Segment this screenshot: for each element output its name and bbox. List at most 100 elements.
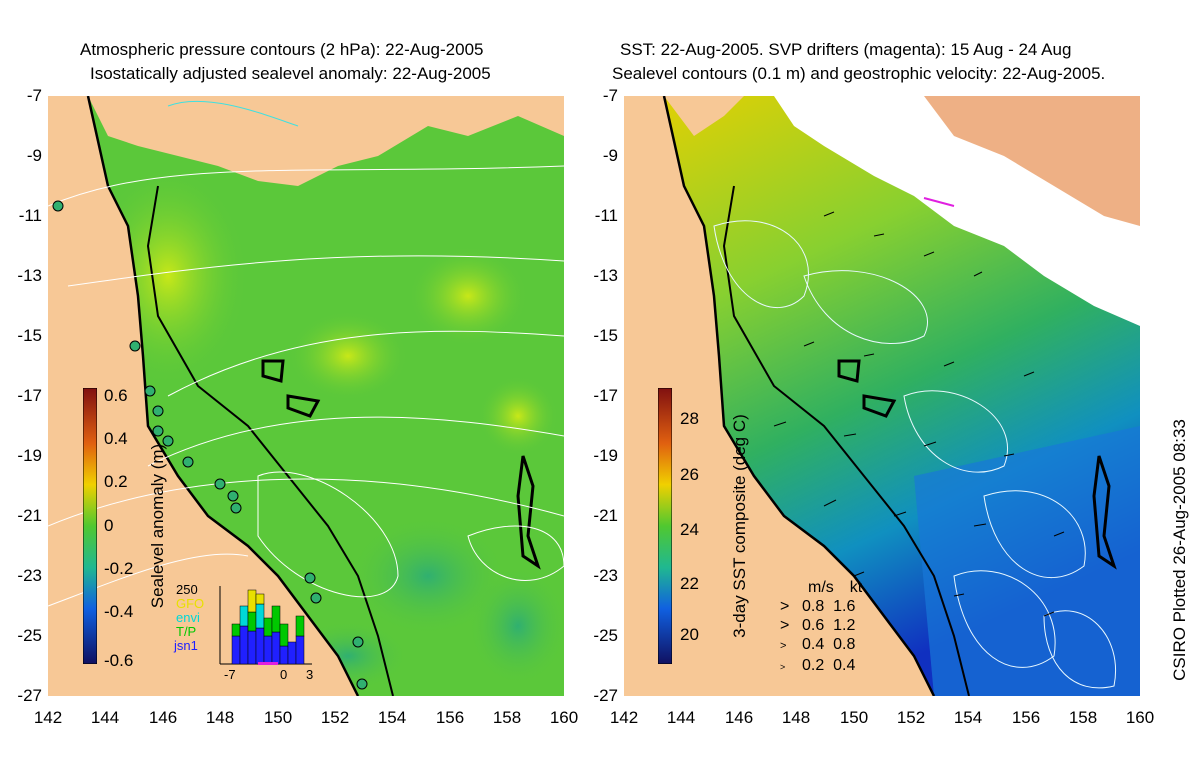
- left-colorbar: [83, 388, 97, 664]
- left-title-line2: Isostatically adjusted sealevel anomaly:…: [90, 64, 491, 83]
- right-y-tick: -9: [602, 146, 618, 165]
- right-colorbar-tick: 22: [680, 574, 699, 593]
- left-x-tick: 152: [320, 708, 350, 727]
- velocity-legend: m/s kt >0.8 1.6 >0.6 1.2 >0.4 0.8 >0.2 0.…: [780, 578, 862, 677]
- arrow-icon: >: [780, 662, 786, 672]
- left-x-tick: 148: [205, 708, 235, 727]
- left-x-tick: 144: [90, 708, 120, 727]
- histogram-bars: [231, 589, 305, 665]
- right-x-tick: 148: [781, 708, 811, 727]
- left-colorbar-tick: 0.2: [104, 472, 128, 491]
- left-colorbar-tick: 0.4: [104, 429, 128, 448]
- tide-gauge-stations: [52, 200, 368, 690]
- right-x-tick: 160: [1125, 708, 1155, 727]
- left-y-tick: -25: [17, 626, 42, 645]
- credit-label: CSIRO Plotted 26-Aug-2005 08:33: [1170, 419, 1189, 681]
- right-y-tick: -21: [593, 506, 618, 525]
- left-y-tick: -17: [17, 386, 42, 405]
- right-colorbar: [658, 388, 672, 664]
- right-y-tick: -19: [593, 446, 618, 465]
- inset-histogram: [219, 586, 312, 665]
- geostrophic-velocity-arrows: [773, 211, 1065, 617]
- right-x-tick: 156: [1011, 708, 1041, 727]
- right-reef: [837, 359, 897, 418]
- left-reef: [261, 359, 321, 418]
- right-colorbar-label: 3-day SST composite (deg C): [730, 414, 749, 638]
- left-y-tick: -19: [17, 446, 42, 465]
- arrow-icon: >: [780, 640, 787, 652]
- right-land-png: [664, 96, 744, 136]
- left-y-tick: -13: [17, 266, 42, 285]
- right-y-tick: -11: [594, 206, 618, 225]
- right-title-line1: SST: 22-Aug-2005. SVP drifters (magenta)…: [620, 40, 1072, 59]
- arrow-icon: >: [780, 598, 790, 615]
- right-x-tick: 146: [724, 708, 754, 727]
- right-cool-water: [914, 426, 1140, 696]
- right-title-line2: Sealevel contours (0.1 m) and geostrophi…: [612, 64, 1106, 83]
- inset-count-label: 250: [176, 582, 198, 597]
- inset-legend-jsn1: jsn1: [174, 638, 198, 653]
- right-shelf-edge: [722, 185, 970, 696]
- left-colorbar-tick: 0.6: [104, 386, 128, 405]
- left-map: [48, 96, 564, 696]
- left-colorbar-tick: -0.6: [104, 651, 134, 670]
- right-land-queensland: [624, 96, 934, 696]
- left-x-tick: 158: [492, 708, 522, 727]
- left-y-tick: -7: [26, 86, 42, 105]
- right-colorbar-tick: 20: [680, 625, 699, 644]
- left-colorbar-tick: -0.4: [104, 602, 134, 621]
- right-reef-2: [1092, 455, 1117, 570]
- svp-drifter-track: [923, 197, 955, 207]
- inset-legend-gfo: GFO: [176, 596, 205, 611]
- right-sealevel-contours: [713, 220, 1116, 689]
- right-x-tick: 154: [953, 708, 983, 727]
- right-x-tick: 142: [609, 708, 639, 727]
- inset-x-tick: 0: [280, 667, 288, 682]
- right-y-tick: -7: [602, 86, 618, 105]
- arrow-icon: >: [780, 617, 790, 634]
- left-y-tick: -27: [17, 686, 42, 705]
- left-x-tick: 142: [33, 708, 63, 727]
- right-colorbar-tick: 28: [680, 409, 699, 428]
- velocity-legend-header-ms: m/s: [808, 579, 834, 596]
- left-x-tick: 160: [549, 708, 579, 727]
- left-x-tick: 150: [263, 708, 293, 727]
- left-y-tick: -15: [17, 326, 42, 345]
- right-x-tick: 150: [839, 708, 869, 727]
- inset-legend-tp: T/P: [176, 624, 197, 639]
- velocity-legend-row: >0.6 1.2: [780, 617, 856, 634]
- left-y-tick: -9: [26, 146, 42, 165]
- right-y-tick: -13: [593, 266, 618, 285]
- left-land-png: [88, 96, 564, 186]
- left-x-tick: 146: [148, 708, 178, 727]
- right-map: [624, 96, 1140, 696]
- right-x-tick: 144: [666, 708, 696, 727]
- left-land-queensland: [48, 96, 358, 696]
- velocity-legend-header-kt: kt: [849, 579, 863, 596]
- left-y-tick: -23: [17, 566, 42, 585]
- left-title-line1: Atmospheric pressure contours (2 hPa): 2…: [80, 40, 484, 59]
- right-colorbar-tick: 24: [680, 520, 699, 539]
- right-coastline: [662, 96, 936, 696]
- right-x-tick: 158: [1068, 708, 1098, 727]
- left-shelf-edge: [146, 185, 394, 696]
- left-colorbar-tick: 0: [104, 516, 114, 535]
- right-warm-water: [774, 96, 1140, 226]
- left-y-tick: -21: [17, 506, 42, 525]
- left-cyan-contour: [167, 100, 299, 127]
- left-y-tick: -11: [18, 206, 42, 225]
- left-x-tick: 156: [435, 708, 465, 727]
- right-x-tick: 152: [896, 708, 926, 727]
- right-y-tick: -27: [593, 686, 618, 705]
- left-coastline: [86, 96, 360, 696]
- inset-legend-envi: envi: [176, 610, 200, 625]
- right-y-tick: -15: [593, 326, 618, 345]
- velocity-legend-row: >0.2 0.4: [780, 656, 862, 677]
- right-y-tick: -17: [593, 386, 618, 405]
- left-x-tick: 154: [377, 708, 407, 727]
- left-pressure-contours: [48, 165, 564, 607]
- velocity-legend-row: >0.4 0.8: [780, 635, 862, 656]
- inset-x-tick: -7: [224, 667, 236, 682]
- velocity-legend-row: >0.8 1.6: [780, 598, 856, 615]
- right-colorbar-tick: 26: [680, 465, 699, 484]
